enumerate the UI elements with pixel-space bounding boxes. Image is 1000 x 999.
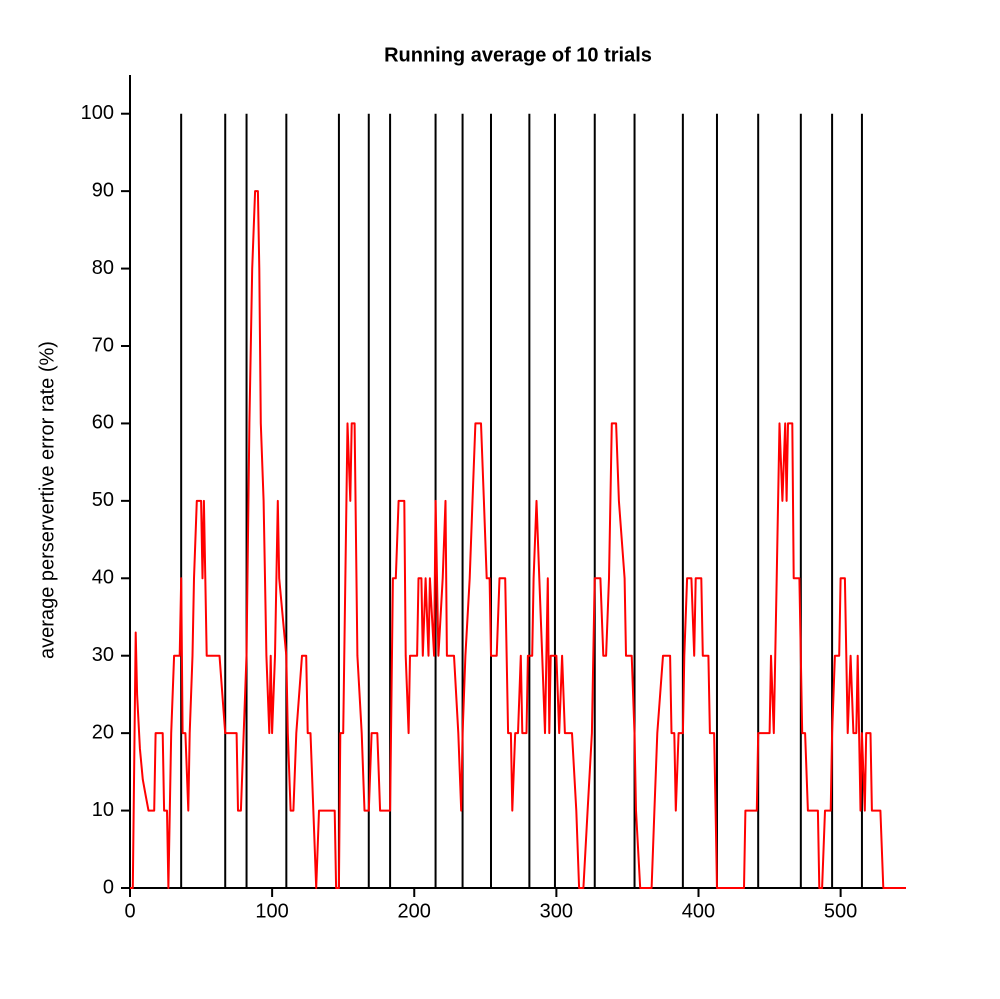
y-tick-label: 60 xyxy=(92,412,114,434)
y-tick-label: 30 xyxy=(92,644,114,666)
y-tick-label: 80 xyxy=(92,257,114,279)
y-tick-label: 100 xyxy=(81,102,114,124)
x-tick-label: 500 xyxy=(824,900,857,922)
data-line xyxy=(130,190,906,889)
y-tick-label: 90 xyxy=(92,179,114,201)
x-tick-label: 200 xyxy=(398,900,431,922)
x-tick-label: 400 xyxy=(682,900,715,922)
y-axis-label: average perservertive error rate (%) xyxy=(36,341,58,659)
y-tick-label: 70 xyxy=(92,334,114,356)
y-tick-label: 50 xyxy=(92,489,114,511)
x-tick-label: 0 xyxy=(124,900,135,922)
y-tick-label: 0 xyxy=(103,876,114,898)
y-tick-label: 20 xyxy=(92,721,114,743)
x-tick-label: 100 xyxy=(255,900,288,922)
x-tick-label: 300 xyxy=(540,900,573,922)
chart-title: Running average of 10 trials xyxy=(384,44,652,66)
y-tick-label: 10 xyxy=(92,799,114,821)
y-tick-label: 40 xyxy=(92,567,114,589)
